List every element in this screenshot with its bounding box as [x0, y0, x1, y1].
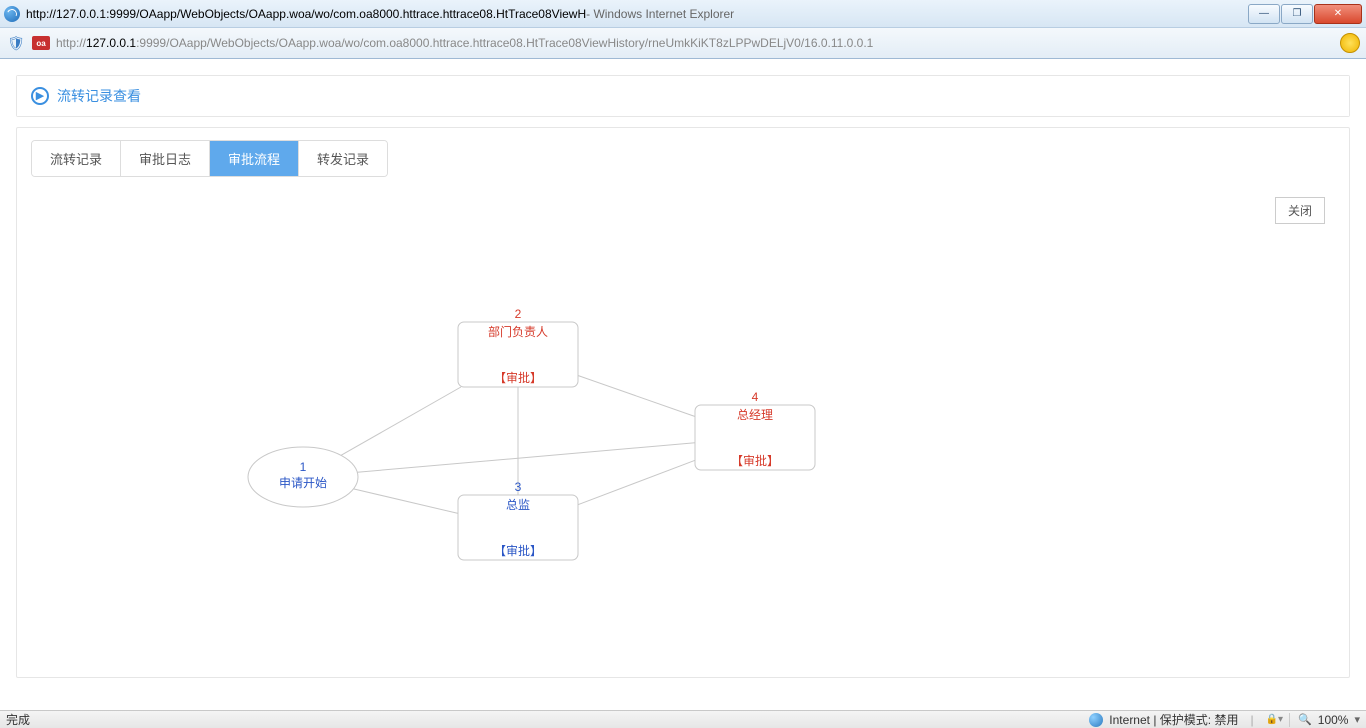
address-bar: 🛡 oa http://127.0.0.1:9999/OAapp/WebObje… — [0, 28, 1366, 58]
zoom-value: 100% — [1318, 713, 1349, 727]
arrow-circle-icon: ▶ — [31, 87, 49, 105]
flow-node-label: 部门负责人 — [488, 324, 548, 339]
content-panel: 流转记录 审批日志 审批流程 转发记录 关闭 1申请开始2部门负责人【审批】3总… — [16, 127, 1350, 678]
flow-area: 关闭 1申请开始2部门负责人【审批】3总监【审批】4总经理【审批】 — [31, 187, 1335, 667]
flow-node-number: 2 — [515, 307, 522, 321]
globe-icon — [1089, 713, 1103, 727]
flow-edge — [357, 443, 695, 473]
flowchart: 1申请开始2部门负责人【审批】3总监【审批】4总经理【审批】 — [31, 187, 1335, 667]
url-prefix: http:// — [56, 36, 86, 50]
zoom-icon[interactable]: 🔍 — [1298, 713, 1312, 726]
status-zone: Internet | 保护模式: 禁用 — [1109, 711, 1238, 728]
flow-node-action: 【审批】 — [494, 543, 542, 558]
browser-chrome: http://127.0.0.1:9999/OAapp/WebObjects/O… — [0, 0, 1366, 59]
status-right: Internet | 保护模式: 禁用 | 🔒▾ 🔍 100% ▾ — [1089, 711, 1360, 728]
lock-icon: 🔒▾ — [1266, 714, 1283, 725]
tab-approval-log[interactable]: 审批日志 — [121, 141, 210, 176]
favicon-icon: oa — [32, 36, 50, 50]
flow-node-number: 4 — [752, 390, 759, 404]
url-path: :9999/OAapp/WebObjects/OAapp.woa/wo/com.… — [136, 36, 873, 50]
tabset: 流转记录 审批日志 审批流程 转发记录 — [31, 140, 388, 177]
flow-node-label: 总经理 — [737, 408, 773, 422]
window-title-url: http://127.0.0.1:9999/OAapp/WebObjects/O… — [26, 7, 586, 21]
page-header-panel: ▶ 流转记录查看 — [16, 75, 1350, 117]
window-title-app: - Windows Internet Explorer — [586, 7, 734, 21]
maximize-button[interactable]: ❐ — [1281, 4, 1313, 24]
tab-approval-flow[interactable]: 审批流程 — [210, 141, 299, 176]
status-left: 完成 — [6, 711, 30, 728]
close-window-button[interactable]: ✕ — [1314, 4, 1362, 24]
flow-node-label: 申请开始 — [279, 476, 327, 490]
ie-icon — [4, 6, 20, 22]
url-display[interactable]: http://127.0.0.1:9999/OAapp/WebObjects/O… — [56, 36, 1334, 50]
flow-edge — [341, 387, 461, 455]
window-controls: — ❐ ✕ — [1248, 4, 1362, 24]
flow-edge — [354, 489, 458, 514]
panel-header: ▶ 流转记录查看 — [17, 76, 1349, 116]
minimize-button[interactable]: — — [1248, 4, 1280, 24]
flow-node-label: 总监 — [506, 498, 530, 512]
zoom-controls: 🔍 100% ▾ — [1289, 713, 1360, 727]
flow-node-number: 3 — [515, 480, 522, 494]
panel-title: 流转记录查看 — [57, 86, 141, 106]
shield-icon[interactable]: 🛡 — [6, 33, 26, 53]
viewport: ▶ 流转记录查看 流转记录 审批日志 审批流程 转发记录 关闭 1申请开始2部门… — [0, 59, 1366, 711]
titlebar: http://127.0.0.1:9999/OAapp/WebObjects/O… — [0, 0, 1366, 28]
status-sep: | — [1250, 713, 1253, 727]
flow-edge — [578, 460, 695, 504]
tab-flow-record[interactable]: 流转记录 — [32, 141, 121, 176]
flow-node-action: 【审批】 — [494, 370, 542, 385]
statusbar: 完成 Internet | 保护模式: 禁用 | 🔒▾ 🔍 100% ▾ — [0, 710, 1366, 728]
url-host: 127.0.0.1 — [86, 36, 136, 50]
flow-node-action: 【审批】 — [731, 453, 779, 468]
flow-node-number: 1 — [300, 460, 307, 474]
tab-forward-record[interactable]: 转发记录 — [299, 141, 387, 176]
zoom-dropdown-icon[interactable]: ▾ — [1354, 713, 1360, 726]
flow-edge — [578, 376, 695, 417]
compat-view-icon[interactable] — [1340, 33, 1360, 53]
